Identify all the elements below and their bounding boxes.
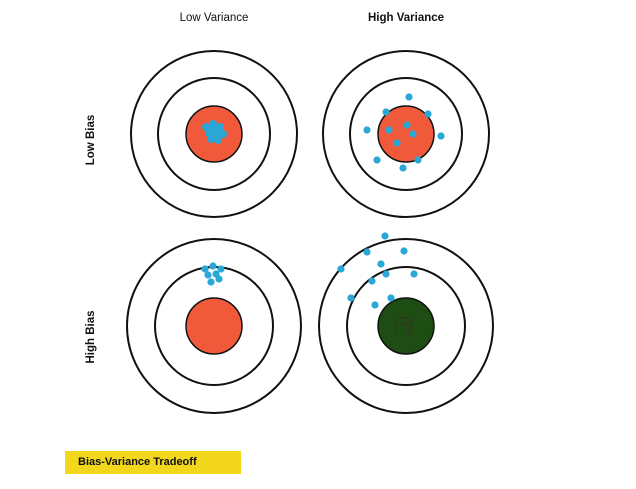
shot-point <box>209 125 217 133</box>
shot-point <box>382 108 390 116</box>
shot-point <box>399 164 407 172</box>
shot-point <box>209 262 217 270</box>
shot-point <box>410 270 418 278</box>
shot-scatter <box>337 232 418 309</box>
shot-point <box>204 271 212 279</box>
target-high-bias-high-variance <box>318 232 494 414</box>
target-low-bias-high-variance <box>322 50 490 218</box>
shot-point <box>368 277 376 285</box>
shot-point <box>437 132 445 140</box>
shot-point <box>216 123 224 131</box>
shot-point <box>217 265 225 273</box>
target-bullseye <box>377 297 435 355</box>
shot-scatter <box>363 93 445 172</box>
shot-point <box>403 121 411 129</box>
target-middle-ring <box>157 77 271 191</box>
shot-point <box>347 294 355 302</box>
scribble-mark <box>394 316 413 337</box>
target-outer-ring <box>322 50 490 218</box>
shot-point <box>207 135 215 143</box>
shot-point <box>215 275 223 283</box>
target-middle-ring <box>349 77 463 191</box>
shot-point <box>214 136 222 144</box>
topic-caption: Bias-Variance Tradeoff <box>65 451 241 474</box>
shot-point <box>387 294 395 302</box>
shot-point <box>207 278 215 286</box>
target-outer-ring <box>318 238 494 414</box>
shot-point <box>363 248 371 256</box>
shot-point <box>201 265 209 273</box>
shot-point <box>202 123 210 131</box>
target-low-bias-low-variance <box>130 50 298 218</box>
shot-point <box>424 110 432 118</box>
high-variance-heading: High Variance <box>367 12 445 24</box>
shot-point <box>414 156 422 164</box>
target-bullseye <box>377 105 435 163</box>
shot-point <box>377 260 385 268</box>
shot-point <box>382 270 390 278</box>
shot-point <box>400 247 408 255</box>
target-high-bias-low-variance <box>126 238 302 414</box>
shot-point <box>371 301 379 309</box>
low-variance-heading: Low Variance <box>179 12 249 24</box>
shot-point <box>385 126 393 134</box>
shot-point <box>363 126 371 134</box>
shot-point <box>409 130 417 138</box>
target-outer-ring <box>130 50 298 218</box>
shot-point <box>381 232 389 240</box>
shot-point <box>405 93 413 101</box>
shot-point <box>393 139 401 147</box>
shot-point <box>337 265 345 273</box>
shot-point <box>219 130 227 138</box>
target-middle-ring <box>346 266 466 386</box>
target-outer-ring <box>126 238 302 414</box>
shot-cluster <box>202 120 227 144</box>
shot-cluster <box>201 262 225 286</box>
target-bullseye <box>185 297 243 355</box>
shot-point <box>373 156 381 164</box>
